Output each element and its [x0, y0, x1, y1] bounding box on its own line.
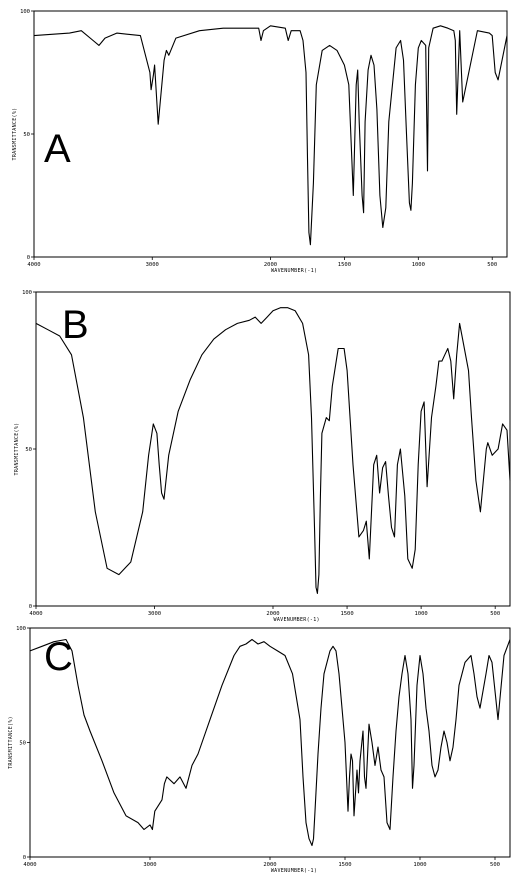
panel-b-x-axis-label: WAVENUMBER(-1): [274, 617, 320, 623]
panel-b-y-tick-label: 50: [25, 447, 32, 453]
panel-b-x-tick-label: 500: [490, 611, 500, 617]
panel-b-y-axis-label: TRANSMITTANCE(%): [14, 423, 20, 476]
panel-a-letter: A: [44, 127, 71, 171]
panel-a-x-tick-label: 500: [487, 262, 497, 268]
panel-a-spectrum-line: [33, 25, 508, 246]
panel-b-x-tick-label: 1000: [415, 611, 428, 617]
panel-a-x-tick-label: 1500: [338, 262, 351, 268]
panel-c-x-tick-label: 1500: [338, 862, 351, 868]
panel-c-y-tick-label: 100: [16, 626, 26, 632]
panel-a-x-axis-label: WAVENUMBER(-1): [271, 268, 317, 274]
panel-c-y-tick-label: 50: [19, 741, 26, 747]
panel-c-x-tick-label: 500: [490, 862, 500, 868]
panel-a-x-tick-label: 4000: [27, 262, 40, 268]
panel-c-y-tick-label: 0: [23, 855, 26, 861]
panel-b-letter: B: [62, 303, 89, 347]
panel-c-plot-frame: [29, 627, 511, 858]
spectrum-panel-a: 4000 3000 2000 1500 1000 500 0 50 100 WAVENUMBER(…: [12, 9, 508, 274]
panel-a-y-axis-label: TRANSMITTANCE(%): [12, 108, 18, 161]
panel-c-x-tick-label: 4000: [23, 862, 36, 868]
panel-a-y-tick-label: 0: [27, 255, 30, 261]
panel-b-x-tick-label: 1500: [340, 611, 353, 617]
panel-c-x-tick-label: 1000: [413, 862, 426, 868]
spectrum-panel-c: 4000 3000 2000 1500 1000 500 0 50 100 WAVENUMBER(…: [8, 626, 511, 874]
panel-c-letter: C: [44, 635, 73, 679]
panel-b-y-tick-label: 0: [29, 604, 32, 610]
panel-b-y-tick-label: 100: [22, 290, 32, 296]
panel-a-plot-frame: [33, 10, 508, 258]
panel-a-y-tick-label: 50: [23, 132, 30, 138]
panel-c-x-tick-label: 2000: [263, 862, 276, 868]
panel-c-x-axis-label: WAVENUMBER(-1): [271, 868, 317, 874]
panel-b-x-tick-label: 4000: [29, 611, 42, 617]
panel-b-x-tick-label: 2000: [266, 611, 279, 617]
panel-c-x-tick-label: 3000: [143, 862, 156, 868]
panel-a-x-tick-label: 2000: [264, 262, 277, 268]
panel-b-spectrum-line: [35, 307, 511, 594]
panel-c-y-axis-label: TRANSMITTANCE(%): [8, 716, 14, 769]
panel-b-x-tick-label: 3000: [148, 611, 161, 617]
panel-a-y-tick-label: 100: [20, 9, 30, 15]
panel-a-x-tick-label: 1000: [412, 262, 425, 268]
panel-c-spectrum-line: [29, 638, 511, 847]
spectrum-panel-b: 4000 3000 2000 1500 1000 500 0 50 100 WAVENUMBER(…: [14, 290, 511, 623]
panel-b-plot-frame: [35, 291, 511, 607]
panel-a-x-tick-label: 3000: [146, 262, 159, 268]
